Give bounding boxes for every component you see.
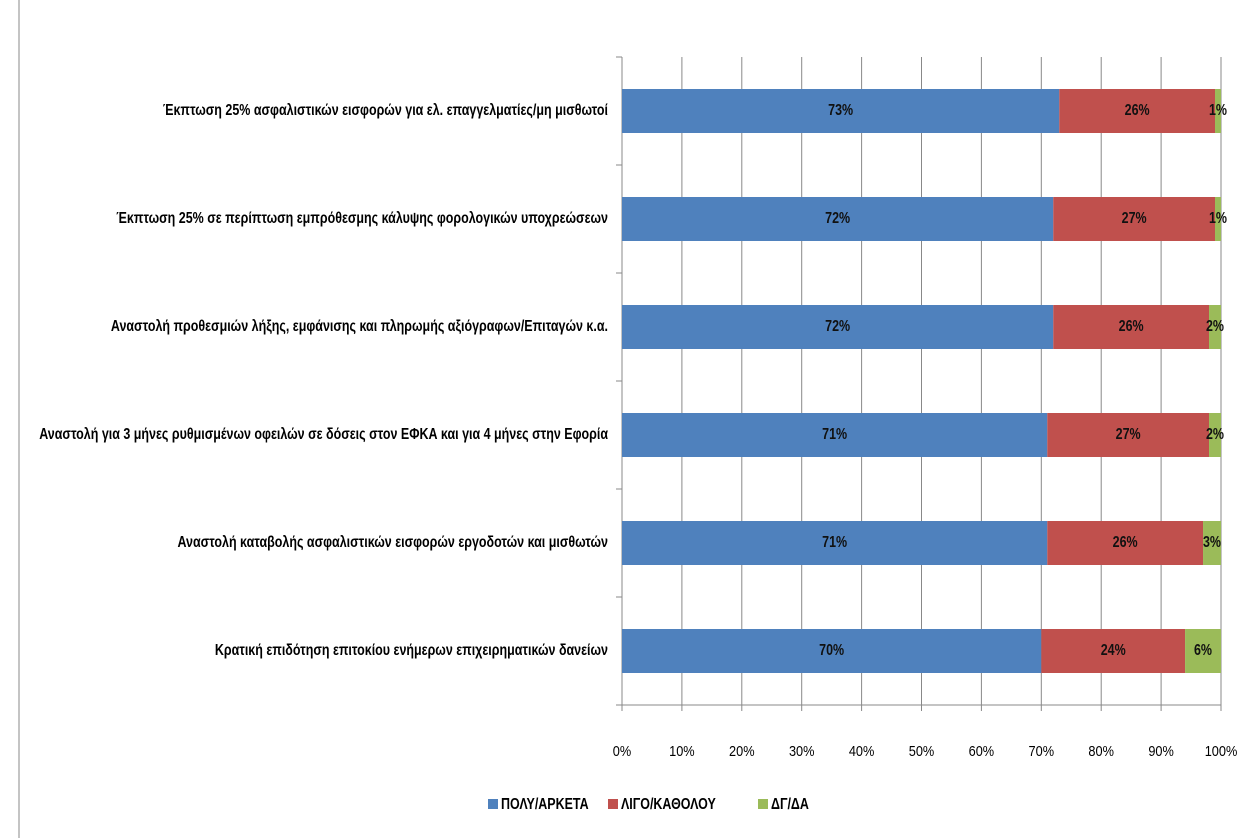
category-label: Έκπτωση 25% ασφαλιστικών εισφορών για ελ…	[15, 89, 608, 133]
bar-segment	[1047, 521, 1204, 565]
data-label: 72%	[825, 210, 850, 228]
bar-segment	[1215, 197, 1221, 241]
data-label: 72%	[825, 318, 850, 336]
bar-segment	[1215, 89, 1221, 133]
bar-segment	[1047, 413, 1210, 457]
bar-segment	[1053, 197, 1216, 241]
data-label: 1%	[1209, 102, 1227, 120]
data-label: 73%	[828, 102, 853, 120]
bar-segment	[622, 629, 1042, 673]
x-tick-label: 80%	[1088, 742, 1114, 759]
category-text: Έκπτωση 25% σε περίπτωση εμπρόθεσμης κάλ…	[116, 210, 609, 227]
bar-segment	[622, 413, 1048, 457]
data-label: 27%	[1122, 210, 1147, 228]
x-tick-label: 100%	[1205, 742, 1238, 759]
data-label: 71%	[822, 426, 847, 444]
bar-segment	[1053, 305, 1210, 349]
data-label: 26%	[1119, 318, 1144, 336]
x-tick-label: 30%	[789, 742, 815, 759]
x-tick-label: 20%	[729, 742, 755, 759]
x-tick-label: 10%	[669, 742, 695, 759]
data-label: 26%	[1125, 102, 1150, 120]
bar-segment	[1185, 629, 1221, 673]
category-label: Αναστολή για 3 μήνες ρυθμισμένων οφειλών…	[15, 413, 608, 457]
data-label: 24%	[1101, 642, 1126, 660]
x-tick-label: 70%	[1029, 742, 1055, 759]
bar-segment	[1209, 413, 1221, 457]
category-label: Κρατική επιδότηση επιτοκίου ενήμερων επι…	[15, 629, 608, 673]
category-label: Έκπτωση 25% σε περίπτωση εμπρόθεσμης κάλ…	[15, 197, 608, 241]
data-label: 71%	[822, 534, 847, 552]
category-label: Αναστολή προθεσμιών λήξης, εμφάνισης και…	[15, 305, 608, 349]
bar-segment	[1041, 629, 1186, 673]
category-text: Αναστολή προθεσμιών λήξης, εμφάνισης και…	[110, 318, 609, 335]
legend-swatch	[758, 799, 768, 809]
bar-segment	[1203, 521, 1221, 565]
legend-swatch	[608, 799, 618, 809]
bar-segment	[622, 305, 1054, 349]
category-text: Αναστολή για 3 μήνες ρυθμισμένων οφειλών…	[39, 426, 609, 443]
bar-segment	[622, 197, 1054, 241]
legend-label: ΠΟΛΥ/ΑΡΚΕΤΑ	[501, 796, 589, 814]
data-label: 26%	[1113, 534, 1138, 552]
bar-segment	[622, 89, 1060, 133]
bar-segment	[1059, 89, 1216, 133]
data-label: 2%	[1206, 426, 1224, 444]
bar-segment	[1209, 305, 1221, 349]
x-tick-label: 60%	[969, 742, 995, 759]
category-text: Κρατική επιδότηση επιτοκίου ενήμερων επι…	[214, 642, 608, 659]
data-label: 3%	[1203, 534, 1221, 552]
x-tick-label: 50%	[909, 742, 935, 759]
x-tick-label: 40%	[849, 742, 875, 759]
legend-label: ΛΙΓΟ/ΚΑΘΟΛΟΥ	[621, 796, 716, 814]
category-label: Αναστολή καταβολής ασφαλιστικών εισφορών…	[15, 521, 608, 565]
category-text: Έκπτωση 25% ασφαλιστικών εισφορών για ελ…	[162, 102, 608, 119]
data-label: 70%	[819, 642, 844, 660]
category-text: Αναστολή καταβολής ασφαλιστικών εισφορών…	[177, 534, 608, 551]
bar-segment	[622, 521, 1048, 565]
x-tick-label: 0%	[613, 742, 631, 759]
data-label: 1%	[1209, 210, 1227, 228]
x-tick-label: 90%	[1148, 742, 1174, 759]
legend-swatch	[488, 799, 498, 809]
data-label: 27%	[1116, 426, 1141, 444]
legend-label: ΔΓ/ΔΑ	[771, 796, 809, 814]
data-label: 6%	[1194, 642, 1212, 660]
data-label: 2%	[1206, 318, 1224, 336]
